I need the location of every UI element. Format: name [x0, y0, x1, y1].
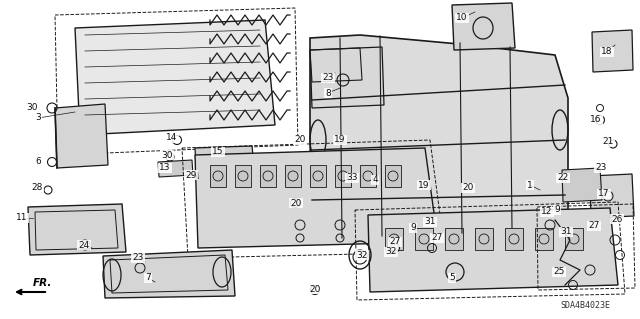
Polygon shape — [452, 3, 515, 50]
Polygon shape — [368, 208, 618, 292]
Text: 27: 27 — [588, 221, 600, 231]
Text: 9: 9 — [554, 205, 560, 214]
Text: 14: 14 — [166, 133, 178, 143]
Text: 8: 8 — [325, 88, 331, 98]
Bar — [535, 228, 553, 250]
Text: 17: 17 — [598, 189, 610, 198]
Text: 5: 5 — [449, 273, 455, 283]
Text: 20: 20 — [309, 285, 321, 293]
Text: 4: 4 — [372, 175, 378, 184]
Bar — [505, 228, 523, 250]
Text: 7: 7 — [145, 273, 151, 283]
Text: FR.: FR. — [32, 278, 52, 288]
Text: 30: 30 — [161, 151, 173, 160]
Text: 11: 11 — [16, 213, 28, 222]
Bar — [415, 228, 433, 250]
Text: 18: 18 — [601, 48, 612, 56]
Text: 10: 10 — [456, 13, 468, 23]
Text: 30: 30 — [26, 103, 38, 113]
Text: 28: 28 — [31, 183, 43, 192]
Polygon shape — [103, 250, 235, 298]
Text: 25: 25 — [554, 268, 564, 277]
Text: 23: 23 — [323, 73, 333, 83]
Text: 13: 13 — [159, 164, 171, 173]
Polygon shape — [562, 168, 602, 202]
Text: 20: 20 — [291, 198, 301, 207]
Bar — [235, 165, 251, 187]
Polygon shape — [75, 20, 275, 135]
Bar — [565, 228, 583, 250]
Bar — [210, 165, 226, 187]
Text: 33: 33 — [346, 174, 358, 182]
Polygon shape — [158, 160, 193, 177]
Polygon shape — [592, 30, 633, 72]
Polygon shape — [590, 174, 634, 218]
Text: 12: 12 — [541, 207, 553, 217]
Text: 32: 32 — [385, 248, 397, 256]
Polygon shape — [55, 104, 108, 168]
Text: 27: 27 — [431, 234, 443, 242]
Text: 31: 31 — [560, 227, 572, 236]
Text: 20: 20 — [294, 136, 306, 145]
Bar — [475, 228, 493, 250]
Bar — [385, 228, 403, 250]
Text: 9: 9 — [410, 224, 416, 233]
Polygon shape — [310, 35, 568, 240]
Text: 6: 6 — [35, 158, 41, 167]
Bar — [335, 165, 351, 187]
Text: 16: 16 — [590, 115, 602, 124]
Bar — [385, 165, 401, 187]
Bar — [445, 228, 463, 250]
Text: 19: 19 — [419, 181, 429, 189]
Text: 21: 21 — [602, 137, 614, 146]
Text: SDA4B4023E: SDA4B4023E — [560, 301, 610, 310]
Text: 1: 1 — [527, 181, 533, 189]
Bar — [260, 165, 276, 187]
Text: 23: 23 — [595, 164, 607, 173]
Polygon shape — [195, 146, 254, 167]
Polygon shape — [195, 148, 438, 248]
Text: 31: 31 — [424, 218, 436, 226]
Bar — [310, 165, 326, 187]
Text: 24: 24 — [78, 241, 90, 249]
Bar — [285, 165, 301, 187]
Text: 32: 32 — [356, 250, 368, 259]
Text: 29: 29 — [186, 170, 196, 180]
Text: 3: 3 — [35, 114, 41, 122]
Bar — [360, 165, 376, 187]
Text: 23: 23 — [132, 254, 144, 263]
Polygon shape — [310, 47, 384, 108]
Text: 15: 15 — [212, 147, 224, 157]
Text: 19: 19 — [334, 136, 346, 145]
Text: 26: 26 — [611, 214, 623, 224]
Polygon shape — [28, 204, 126, 255]
Text: 22: 22 — [557, 174, 568, 182]
Text: 20: 20 — [462, 183, 474, 192]
Text: 27: 27 — [389, 238, 401, 247]
